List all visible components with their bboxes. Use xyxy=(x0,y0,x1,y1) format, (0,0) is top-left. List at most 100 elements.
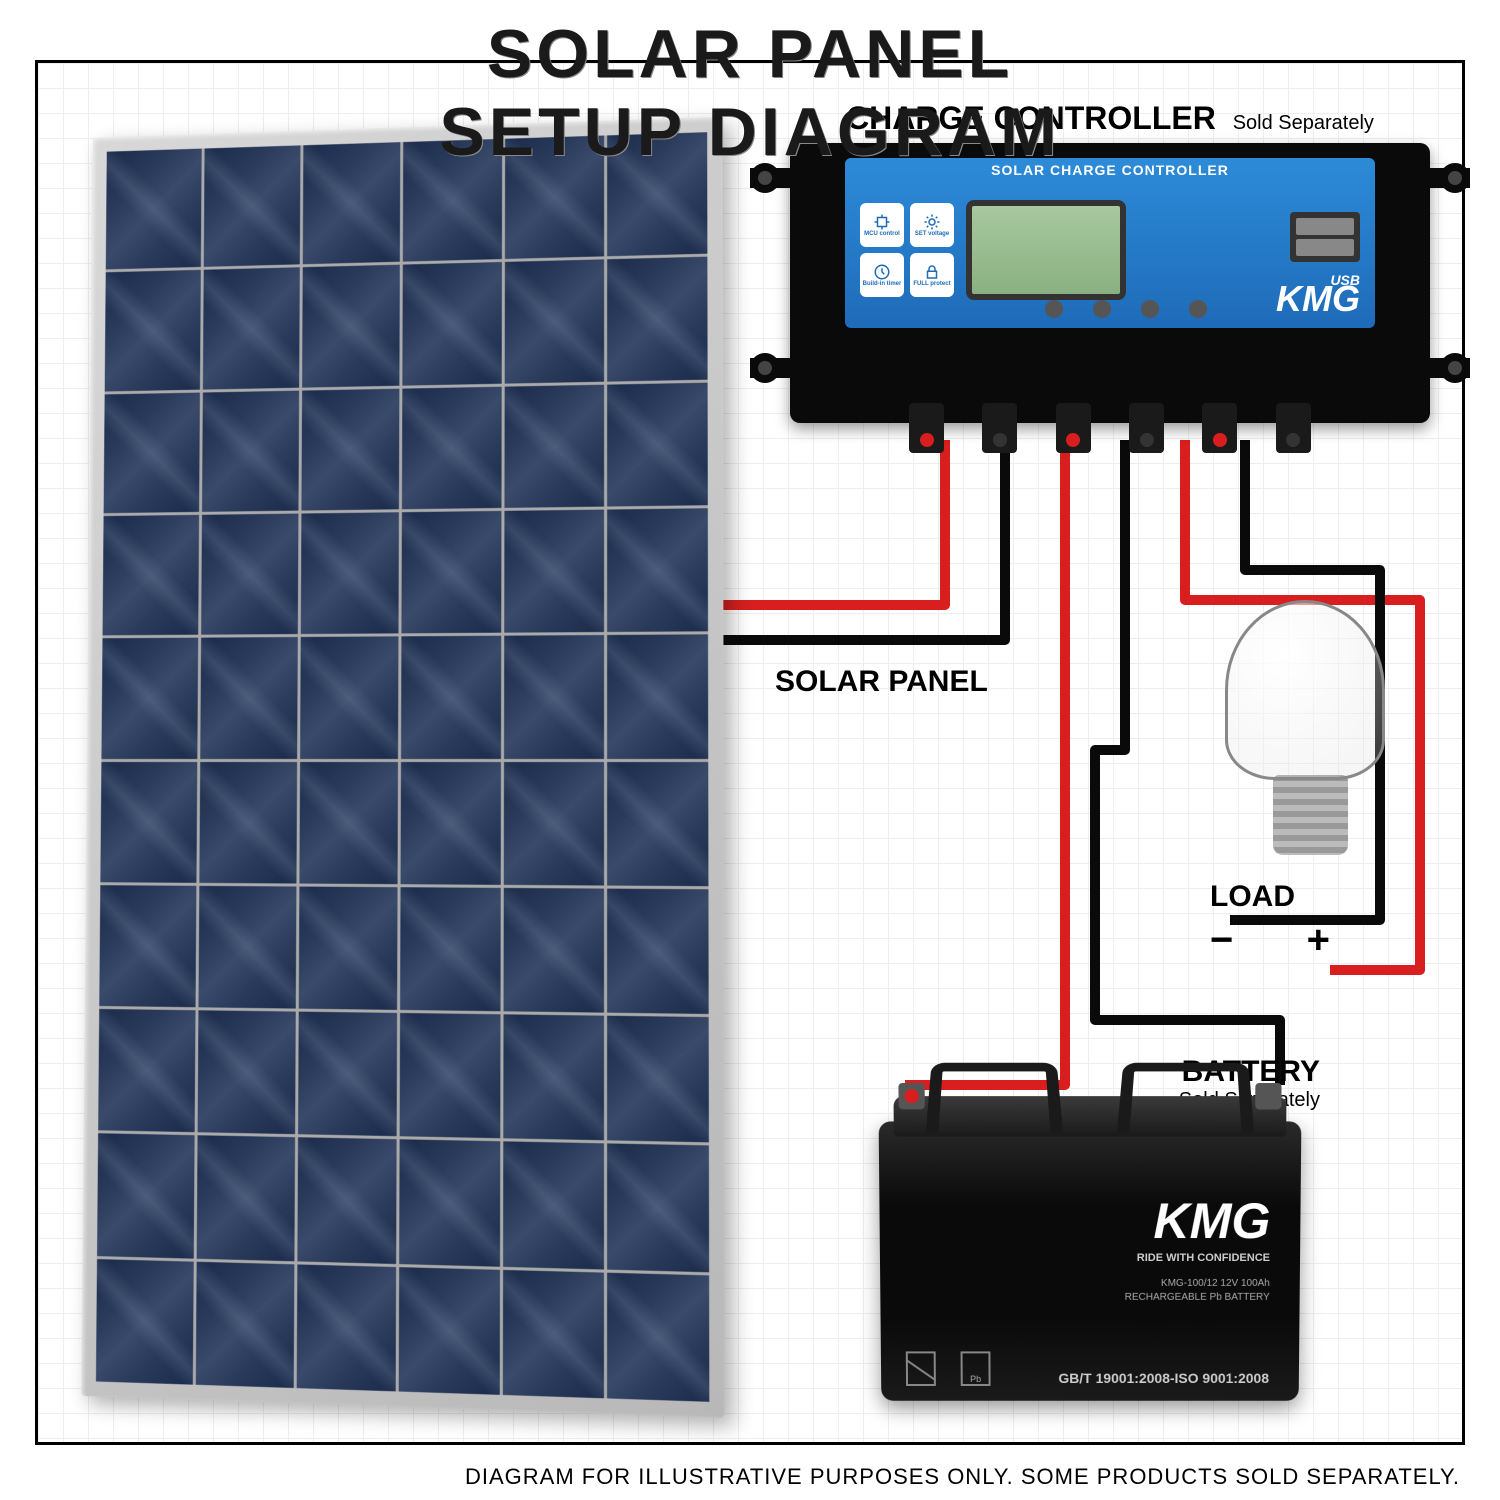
solar-cell xyxy=(106,149,202,270)
solar-cell xyxy=(504,509,604,632)
solar-cell xyxy=(503,762,603,886)
solar-cell xyxy=(607,762,709,886)
solar-cell xyxy=(607,1144,709,1272)
solar-cell xyxy=(98,1009,196,1133)
controller-buttons xyxy=(1045,300,1207,318)
solar-cell xyxy=(302,388,400,510)
solar-cell xyxy=(298,1138,397,1264)
solar-cell xyxy=(97,1134,195,1259)
solar-cell xyxy=(302,265,400,387)
solar-cell xyxy=(96,1259,194,1385)
solar-cell xyxy=(299,886,398,1010)
controller-icons: MCU controlSET voltageBuild-in timerFULL… xyxy=(860,203,954,297)
solar-cell xyxy=(607,1016,709,1143)
solar-cell xyxy=(103,515,200,636)
solar-cell xyxy=(300,761,399,883)
terminal-red xyxy=(1056,403,1091,453)
solar-cell xyxy=(401,761,501,884)
solar-cell xyxy=(100,761,197,882)
controller-face: SOLAR CHARGE CONTROLLER MCU controlSET v… xyxy=(845,158,1375,328)
solar-cell xyxy=(300,637,399,759)
battery-icon: KMG RIDE WITH CONFIDENCE KMG-100/12 12V … xyxy=(879,1121,1302,1400)
controller-terminals xyxy=(890,403,1330,453)
solar-panel xyxy=(81,117,725,1418)
solar-cell xyxy=(399,1267,499,1395)
lock-icon: FULL protect xyxy=(910,253,954,297)
usb-ports-icon xyxy=(1290,212,1360,262)
mount-hole-icon xyxy=(1440,163,1470,193)
chip-icon: MCU control xyxy=(860,203,904,247)
terminal-red xyxy=(1202,403,1237,453)
solar-cell xyxy=(99,885,196,1007)
ctrl-button-icon xyxy=(1093,300,1111,318)
controller-brand: KMG xyxy=(1276,278,1360,320)
solar-cell xyxy=(298,1012,397,1137)
battery-brand: KMG xyxy=(1153,1192,1270,1250)
solar-cell xyxy=(607,888,709,1014)
solar-cell xyxy=(200,637,298,758)
terminal-black xyxy=(1276,403,1311,453)
mount-hole-icon xyxy=(750,353,780,383)
battery-negative-terminal-icon xyxy=(1255,1083,1281,1109)
ctrl-button-icon xyxy=(1141,300,1159,318)
lcd-screen-icon xyxy=(966,200,1126,300)
battery-info: KMG-100/12 12V 100Ah RECHARGEABLE Pb BAT… xyxy=(1125,1277,1270,1305)
battery-pb-icons: Pb xyxy=(906,1351,991,1386)
gear-icon: SET voltage xyxy=(910,203,954,247)
solar-cell xyxy=(502,1270,603,1399)
charge-controller: SOLAR CHARGE CONTROLLER MCU controlSET v… xyxy=(790,143,1430,423)
clock-icon: Build-in timer xyxy=(860,253,904,297)
solar-cell xyxy=(401,887,501,1011)
solar-cell xyxy=(297,1264,397,1391)
battery-type: RECHARGEABLE Pb BATTERY xyxy=(1125,1291,1270,1305)
mount-hole-icon xyxy=(1440,353,1470,383)
battery-positive-terminal-icon xyxy=(898,1083,924,1109)
battery-section: BATTERY Sold Separately KMG RIDE WITH CO… xyxy=(880,1055,1340,1402)
solar-cell xyxy=(101,638,198,759)
load-label: LOAD xyxy=(1210,880,1410,914)
terminal-black xyxy=(982,403,1017,453)
load-section: LOAD − + xyxy=(1210,600,1410,963)
solar-cell xyxy=(401,636,500,759)
battery-handle-icon xyxy=(1117,1063,1254,1133)
terminal-red xyxy=(909,403,944,453)
solar-panel-label: SOLAR PANEL xyxy=(775,665,988,699)
battery-tagline: RIDE WITH CONFIDENCE xyxy=(1137,1252,1270,1264)
solar-cell xyxy=(403,262,502,385)
solar-cell xyxy=(198,1010,296,1134)
solar-cell xyxy=(200,761,298,883)
solar-cell xyxy=(607,635,708,759)
ctrl-button-icon xyxy=(1189,300,1207,318)
solar-cell xyxy=(504,260,604,384)
plus-symbol: + xyxy=(1307,918,1330,963)
solar-cell xyxy=(104,392,200,513)
solar-cell xyxy=(503,888,604,1013)
solar-cell xyxy=(402,386,501,509)
solar-cell xyxy=(607,257,708,381)
solar-cell xyxy=(400,1140,500,1267)
solar-cell xyxy=(201,513,299,634)
solar-cell xyxy=(204,145,301,267)
solar-cell xyxy=(504,384,604,508)
panel-frame xyxy=(81,117,725,1418)
terminal-black xyxy=(1129,403,1164,453)
solar-cell xyxy=(504,635,604,758)
battery-iso: GB/T 19001:2008-ISO 9001:2008 xyxy=(1058,1370,1269,1386)
no-bin-icon xyxy=(906,1351,936,1386)
solar-cell xyxy=(402,511,501,634)
solar-cell xyxy=(503,1014,604,1140)
solar-cell xyxy=(199,886,297,1009)
battery-handle-icon xyxy=(926,1063,1063,1133)
light-bulb-icon xyxy=(1225,600,1395,870)
ctrl-button-icon xyxy=(1045,300,1063,318)
solar-cell xyxy=(607,382,708,506)
solar-cell xyxy=(503,1142,604,1269)
solar-cell xyxy=(197,1136,296,1261)
solar-cell xyxy=(400,1013,500,1139)
controller-sublabel: Sold Separately xyxy=(1233,112,1374,134)
footer-disclaimer: DIAGRAM FOR ILLUSTRATIVE PURPOSES ONLY. … xyxy=(465,1464,1460,1490)
solar-cell xyxy=(607,1272,709,1401)
solar-cell xyxy=(607,508,708,632)
battery-model: KMG-100/12 12V 100Ah xyxy=(1125,1277,1270,1291)
diagram-title: SOLAR PANEL SETUP DIAGRAM xyxy=(375,15,1125,171)
